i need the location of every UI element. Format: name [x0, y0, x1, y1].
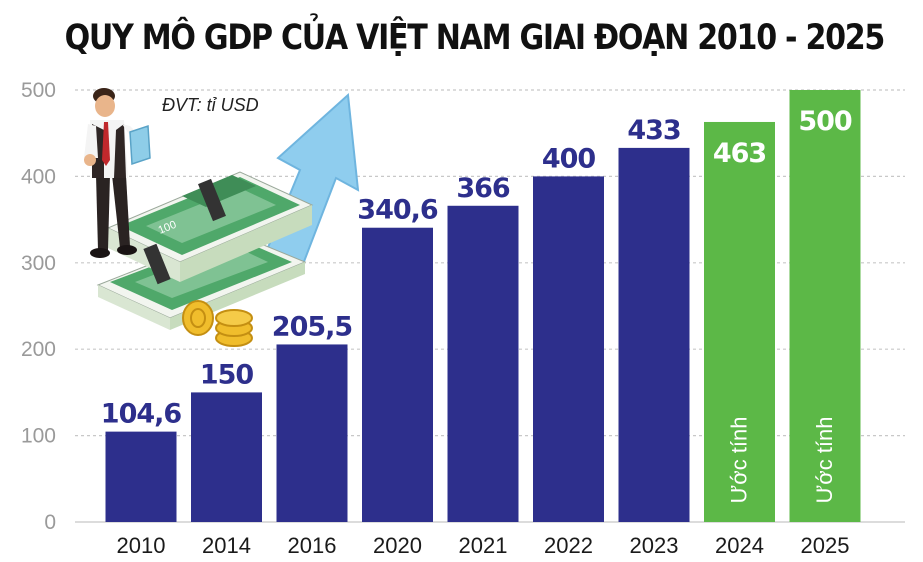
y-tick-label: 100: [21, 425, 56, 448]
y-tick-label: 400: [21, 165, 56, 188]
estimate-label-2025: Ước tính: [812, 416, 837, 503]
growth-arrow-icon: [260, 92, 360, 274]
value-label-2021: 366: [456, 173, 510, 204]
x-category-label: 2022: [544, 533, 593, 558]
x-category-label: 2025: [801, 533, 850, 558]
x-axis-labels: 2010 2014 2016 2020 2021 2022 2023 2024 2025: [117, 533, 850, 558]
y-tick-label: 0: [44, 511, 56, 534]
bar-2020: [362, 227, 433, 522]
value-label-2022: 400: [542, 143, 596, 174]
value-label-2016: 205,5: [272, 311, 352, 342]
bar-2010: [105, 431, 177, 522]
bars: 104,6 150 205,5 340,6 366 400 433 463 Ước tính 50…: [101, 90, 861, 522]
x-category-label: 2010: [117, 533, 166, 558]
bar-2016: [276, 344, 348, 522]
y-axis-ticks: 0 100 200 300 400 500: [21, 79, 56, 534]
value-label-2014: 150: [200, 359, 254, 390]
estimate-label-2024: Ước tính: [727, 416, 752, 503]
chart-title: QUY MÔ GDP CỦA VIỆT NAM GIAI ĐOẠN 2010 -…: [64, 18, 886, 58]
value-label-2025: 500: [798, 106, 852, 137]
y-tick-label: 500: [21, 79, 56, 102]
y-tick-label: 200: [21, 338, 56, 361]
x-category-label: 2024: [715, 533, 764, 558]
x-category-label: 2016: [288, 533, 337, 558]
businessman-icon: [84, 88, 151, 258]
bar-2014: [191, 392, 262, 522]
bar-2023: [618, 147, 690, 522]
x-category-label: 2023: [630, 533, 679, 558]
unit-note: ĐVT: tỉ USD: [162, 95, 259, 115]
value-label-2024: 463: [713, 138, 766, 169]
bar-2021: [447, 205, 519, 522]
bar-2022: [533, 176, 604, 522]
coins-icon: [182, 300, 253, 347]
bar-2024: [704, 121, 775, 522]
x-category-label: 2020: [373, 533, 422, 558]
value-label-2010: 104,6: [101, 399, 182, 430]
bar-2025: [789, 90, 861, 522]
value-label-2023: 433: [627, 115, 680, 146]
x-category-label: 2014: [202, 533, 251, 558]
value-label-2020: 340,6: [357, 195, 438, 226]
y-tick-label: 300: [21, 252, 56, 275]
x-category-label: 2021: [459, 533, 508, 558]
